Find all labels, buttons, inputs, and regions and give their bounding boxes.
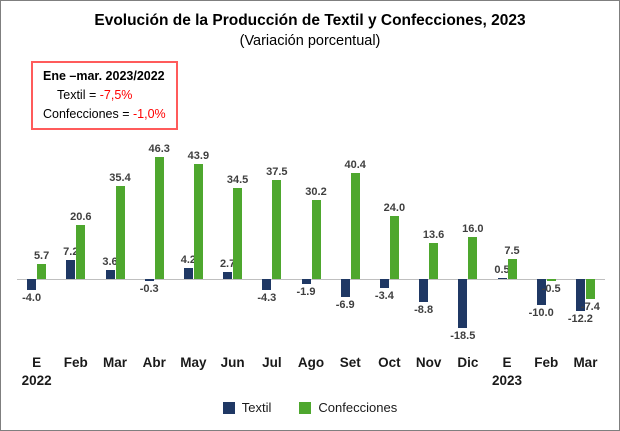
- x-tick-12-e: E: [502, 355, 512, 370]
- bar-textil-11-dic: [458, 279, 468, 328]
- value-label-confecciones-11: 16.0: [462, 223, 484, 235]
- value-label-textil-13: -10.0: [528, 307, 554, 320]
- bar-confecciones-0-e: [37, 264, 47, 280]
- x-axis-labels: E Feb Mar Abr May Jun Jul Ago Set Oct Nov Dic E Feb Ma…: [17, 355, 605, 373]
- value-label-confecciones-8: 40.4: [344, 158, 366, 171]
- value-label-confecciones-9: 24.0: [383, 201, 406, 214]
- bar-textil-13-feb: [536, 279, 546, 306]
- legend-label-confecciones: Confecciones: [318, 400, 398, 415]
- value-label-textil-12: 0.5: [494, 263, 510, 276]
- value-label-textil-14: -12.2: [567, 313, 593, 326]
- value-label-textil-3: -0.3: [139, 282, 159, 295]
- bar-textil-12-e: [497, 277, 507, 280]
- value-label-confecciones-7: 30.2: [305, 185, 327, 198]
- value-label-confecciones-6: 37.5: [266, 166, 288, 179]
- x-tick-1-feb: Feb: [63, 355, 88, 370]
- value-label-textil-10: -8.8: [414, 304, 434, 317]
- bar-confecciones-11-dic: [468, 237, 478, 280]
- value-label-confecciones-10: 13.6: [422, 229, 445, 242]
- legend: Textil Confecciones: [1, 400, 619, 415]
- bar-textil-6-jul: [262, 279, 272, 291]
- legend-item-confecciones: Confecciones: [299, 400, 397, 415]
- x-tick-4-may: May: [180, 355, 207, 370]
- year-label-2023: 2023: [491, 373, 523, 388]
- value-label-confecciones-12: 7.5: [504, 245, 520, 258]
- annotation-confecciones-line: Confecciones = -1,0%: [43, 105, 166, 124]
- value-label-textil-1: 7.2: [63, 246, 79, 259]
- bar-confecciones-6-jul: [272, 180, 282, 280]
- chart-subtitle: (Variación porcentual): [239, 33, 381, 49]
- bar-confecciones-7-ago: [311, 199, 321, 280]
- legend-swatch-textil: [222, 401, 235, 414]
- bar-textil-9-oct: [379, 279, 389, 289]
- bar-confecciones-8-set: [350, 172, 360, 280]
- chart-title: Evolución de la Producción de Textil y C…: [94, 12, 526, 29]
- value-label-confecciones-4: 43.9: [187, 149, 210, 162]
- value-label-textil-4: 4.2: [180, 254, 197, 267]
- value-label-confecciones-1: 20.6: [70, 210, 92, 223]
- bar-textil-4-may: [183, 268, 193, 280]
- bar-textil-7-ago: [301, 279, 311, 285]
- plot-area: -4.0 7.2 3.6 -0.3 4.2 2.7 -4.3 -1.9 -6.9 -3.4 -8.8…: [17, 129, 605, 345]
- value-label-confecciones-5: 34.5: [226, 174, 249, 187]
- zero-axis-line: [17, 279, 605, 281]
- bar-confecciones-13-feb: [546, 279, 556, 281]
- annotation-box: Ene –mar. 2023/2022 Textil = -7,5% Confe…: [31, 61, 178, 131]
- bar-textil-14-mar: [575, 279, 585, 312]
- annotation-period: Ene –mar. 2023/2022: [43, 69, 165, 83]
- value-label-confecciones-2: 35.4: [109, 171, 131, 184]
- legend-item-textil: Textil: [222, 400, 272, 415]
- x-tick-0-e: E: [32, 355, 42, 370]
- bar-textil-0-e: [27, 279, 37, 290]
- annotation-confecciones-value: -1,0%: [133, 106, 166, 121]
- bar-textil-8-set: [340, 279, 350, 298]
- year-label-2022: 2022: [21, 373, 52, 388]
- x-tick-14-mar: Mar: [573, 355, 598, 370]
- annotation-confecciones-label: Confecciones =: [43, 106, 130, 121]
- bar-textil-1-feb: [66, 260, 76, 280]
- value-label-textil-5: 2.7: [219, 258, 236, 271]
- annotation-textil-value: -7,5%: [99, 87, 133, 102]
- value-label-confecciones-13: -0.5: [541, 282, 561, 295]
- value-label-confecciones-0: 5.7: [33, 250, 50, 263]
- annotation-textil-line: Textil = -7,5%: [43, 86, 166, 105]
- bar-textil-3-abr: [144, 279, 154, 281]
- legend-swatch-confecciones: [299, 401, 312, 414]
- bar-confecciones-10-nov: [429, 243, 439, 280]
- bar-textil-5-jun: [223, 272, 233, 280]
- bar-textil-10-nov: [419, 279, 429, 303]
- x-tick-13-feb: Feb: [534, 355, 559, 370]
- x-tick-8-set: Set: [339, 355, 361, 370]
- x-tick-6-jul: Jul: [262, 355, 282, 370]
- legend-label-textil: Textil: [241, 400, 272, 415]
- bar-confecciones-2-mar: [115, 185, 125, 280]
- x-tick-2-mar: Mar: [103, 355, 128, 370]
- bar-confecciones-12-e: [507, 259, 517, 280]
- x-tick-3-abr: Abr: [142, 355, 166, 370]
- x-axis-year-labels: 2022 2023: [17, 373, 605, 391]
- bar-confecciones-3-abr: [154, 157, 164, 280]
- x-tick-11-dic: Dic: [457, 355, 479, 370]
- bar-textil-2-mar: [105, 269, 115, 280]
- value-label-textil-0: -4.0: [22, 291, 42, 304]
- x-tick-9-oct: Oct: [378, 355, 401, 370]
- value-label-confecciones-3: 46.3: [148, 143, 170, 156]
- bar-confecciones-4-may: [193, 163, 203, 280]
- x-tick-10-nov: Nov: [415, 355, 442, 370]
- bar-confecciones-14-mar: [585, 279, 595, 299]
- value-label-confecciones-14: -7.4: [580, 300, 600, 313]
- value-label-textil-8: -6.9: [335, 299, 355, 312]
- value-label-textil-6: -4.3: [257, 292, 277, 305]
- value-label-textil-11: -18.5: [450, 329, 476, 342]
- x-tick-7-ago: Ago: [297, 355, 325, 370]
- value-label-textil-7: -1.9: [296, 286, 316, 299]
- value-label-textil-9: -3.4: [374, 290, 394, 303]
- bar-confecciones-1-feb: [76, 224, 86, 280]
- x-tick-5-jun: Jun: [220, 355, 245, 370]
- value-label-textil-2: 3.6: [102, 255, 118, 268]
- bar-confecciones-9-oct: [389, 215, 399, 280]
- annotation-textil-label: Textil =: [57, 87, 97, 102]
- bar-confecciones-5-jun: [233, 188, 243, 280]
